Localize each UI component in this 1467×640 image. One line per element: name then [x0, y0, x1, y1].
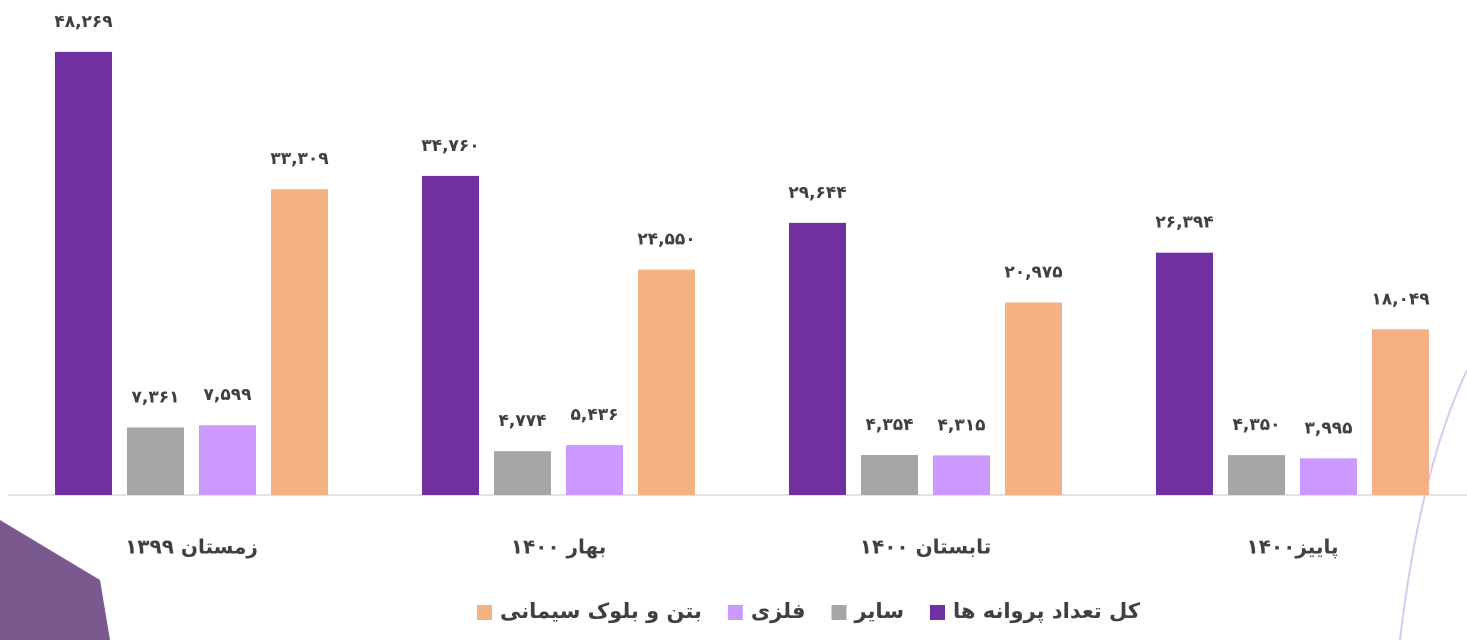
bar [789, 222, 846, 495]
data-label: ۴,۳۵۴ [866, 415, 914, 435]
legend-label: سایر [853, 599, 904, 623]
data-label: ۲۹,۶۴۴ [788, 183, 846, 203]
bar [55, 51, 112, 496]
legend-label: کل تعداد پروانه ها [953, 599, 1141, 623]
bar [422, 175, 479, 495]
legend-swatch [831, 605, 847, 620]
bar [638, 269, 695, 495]
bar [1372, 329, 1429, 495]
data-label: ۷,۳۶۱ [132, 387, 180, 407]
data-label: ۷,۵۹۹ [204, 385, 253, 405]
data-label: ۲۶,۳۹۴ [1155, 213, 1213, 233]
data-label: ۴,۷۷۴ [499, 411, 547, 431]
bar [933, 455, 990, 495]
legend-swatch [727, 605, 743, 620]
bar [494, 451, 551, 495]
data-label: ۳۳,۳۰۹ [270, 149, 329, 169]
data-label: ۴,۳۱۵ [938, 415, 986, 435]
legend-label: فلزی [751, 599, 806, 623]
bar [199, 425, 256, 495]
legend-swatch [477, 605, 493, 620]
x-tick-label: پاییز۱۴۰۰ [1247, 535, 1339, 560]
x-tick-label: زمستان ۱۳۹۹ [125, 535, 258, 559]
bar [127, 427, 184, 495]
data-label: ۴,۳۵۰ [1233, 415, 1281, 435]
x-tick-label: بهار ۱۴۰۰ [511, 535, 607, 559]
legend-swatch [929, 605, 945, 620]
data-label: ۵,۴۳۶ [571, 405, 619, 425]
bar [1228, 455, 1285, 495]
bar [566, 445, 623, 495]
data-label: ۴۸,۲۶۹ [54, 12, 113, 32]
decoration-shape [0, 520, 110, 640]
bar [1156, 252, 1213, 495]
bar [861, 455, 918, 495]
legend-label: بتن و بلوک سیمانی [500, 599, 702, 623]
data-label: ۲۴,۵۵۰ [637, 230, 695, 250]
x-tick-label: تابستان ۱۴۰۰ [860, 535, 991, 559]
data-label: ۲۰,۹۷۵ [1004, 262, 1062, 282]
data-label: ۱۸,۰۴۹ [1371, 289, 1430, 309]
data-label: ۳,۹۹۵ [1305, 418, 1353, 438]
data-label: ۳۴,۷۶۰ [421, 136, 479, 156]
bar [271, 189, 328, 495]
bar [1005, 302, 1062, 495]
bar [1300, 458, 1357, 495]
